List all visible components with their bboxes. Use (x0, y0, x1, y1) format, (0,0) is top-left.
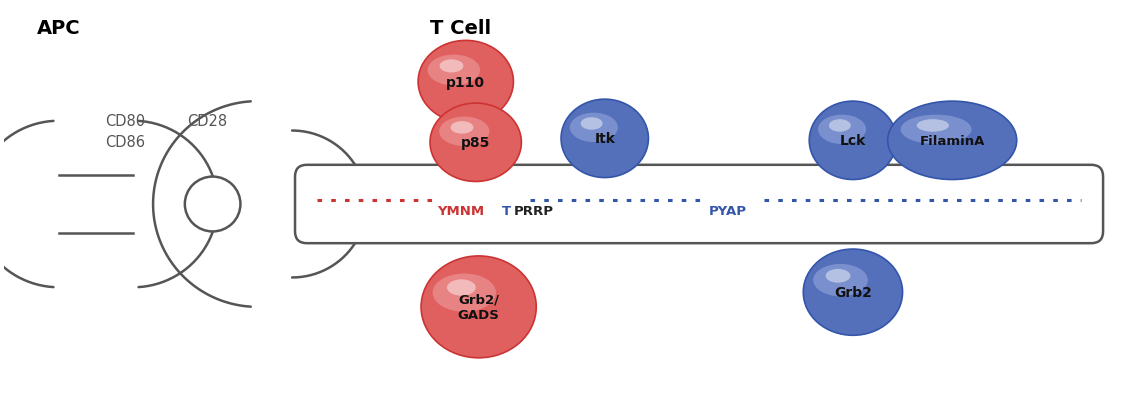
FancyBboxPatch shape (296, 165, 1103, 244)
Text: Grb2/
GADS: Grb2/ GADS (458, 293, 500, 321)
Ellipse shape (818, 115, 866, 145)
Text: T Cell: T Cell (430, 19, 492, 38)
Ellipse shape (447, 280, 476, 296)
FancyBboxPatch shape (258, 170, 292, 239)
Text: APC: APC (37, 19, 81, 38)
Text: p85: p85 (461, 136, 491, 150)
Ellipse shape (430, 104, 521, 182)
Text: YMNM: YMNM (437, 205, 484, 218)
Ellipse shape (888, 102, 1017, 180)
Circle shape (185, 177, 241, 232)
Ellipse shape (826, 269, 850, 283)
FancyBboxPatch shape (59, 175, 133, 234)
Ellipse shape (451, 122, 474, 134)
Ellipse shape (439, 117, 489, 147)
Ellipse shape (803, 249, 903, 335)
Ellipse shape (916, 120, 949, 133)
Ellipse shape (809, 102, 897, 180)
Text: PRRP: PRRP (513, 205, 553, 218)
Ellipse shape (561, 100, 648, 178)
Text: Lck: Lck (840, 134, 866, 148)
Text: PYAP: PYAP (709, 205, 747, 218)
Text: FilaminA: FilaminA (920, 135, 985, 148)
Text: Grb2: Grb2 (834, 285, 872, 299)
Text: T: T (502, 205, 511, 218)
Ellipse shape (439, 60, 463, 73)
Ellipse shape (900, 115, 971, 145)
Ellipse shape (418, 41, 513, 124)
Text: p110: p110 (446, 75, 485, 89)
Text: CD28: CD28 (187, 114, 228, 129)
Ellipse shape (814, 264, 868, 297)
Ellipse shape (569, 113, 618, 143)
Ellipse shape (828, 120, 851, 133)
Ellipse shape (421, 256, 536, 358)
Text: CD80
CD86: CD80 CD86 (105, 113, 145, 149)
Ellipse shape (432, 274, 496, 312)
Ellipse shape (581, 118, 602, 130)
Ellipse shape (428, 56, 480, 86)
Text: Itk: Itk (594, 132, 615, 146)
